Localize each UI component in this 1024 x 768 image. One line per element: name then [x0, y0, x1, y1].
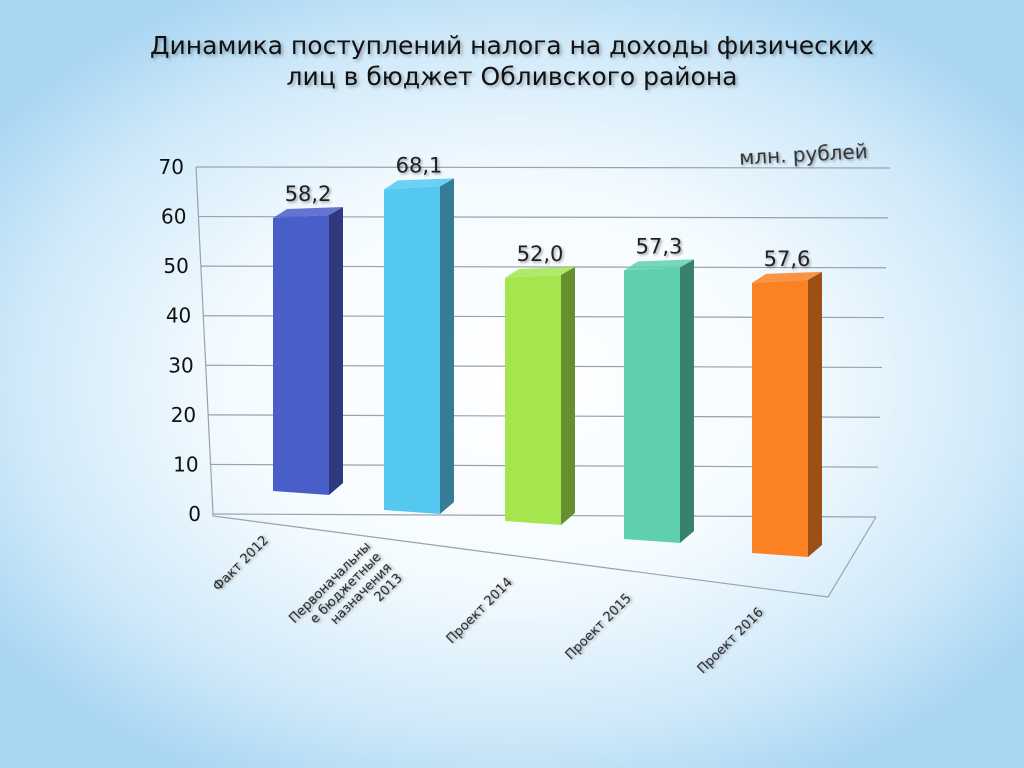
bar — [624, 259, 694, 543]
x-tick-label: Проект 2015 — [563, 591, 635, 663]
bars — [273, 178, 822, 557]
y-tick-label: 20 — [171, 403, 196, 427]
x-tick-label: Проект 2014 — [444, 575, 516, 647]
bar-side — [440, 178, 454, 514]
bar-front — [273, 215, 329, 495]
y-tick-label: 10 — [173, 452, 198, 476]
bar-front — [752, 279, 808, 557]
bar — [505, 266, 575, 525]
y-tick-label: 30 — [168, 353, 193, 377]
bar — [273, 207, 343, 495]
bar-side — [561, 266, 575, 525]
unit-label: млн. рублей — [739, 139, 869, 170]
y-tick-label: 60 — [161, 205, 186, 229]
y-tick-label: 0 — [188, 502, 201, 526]
x-tick-label: Факт 2012 — [211, 533, 272, 594]
bar-side — [808, 271, 822, 557]
bar-top — [273, 207, 343, 218]
bar-side — [329, 207, 343, 495]
data-label: 68,1 — [396, 153, 443, 177]
data-label: 52,0 — [517, 242, 564, 266]
data-labels: 58,2 68,1 52,0 57,3 57,6 — [285, 153, 811, 271]
chart-title: Динамика поступлений налога на доходы фи… — [150, 30, 874, 92]
x-tick-label-line: Проект 2014 — [444, 575, 516, 647]
title-line-2: лиц в бюджет Обливского района — [286, 62, 738, 91]
bar-side — [680, 259, 694, 543]
y-tick-label: 40 — [166, 304, 191, 328]
data-label: 57,3 — [636, 234, 683, 258]
x-tick-label-line: Проект 2015 — [563, 591, 635, 663]
bar-front — [624, 267, 680, 543]
data-label: 57,6 — [764, 247, 811, 271]
bar — [752, 271, 822, 557]
title-line-1: Динамика поступлений налога на доходы фи… — [150, 31, 874, 60]
bar-top — [505, 266, 575, 278]
axis-wall-edge — [195, 166, 214, 515]
x-tick-label-line: Факт 2012 — [211, 533, 272, 594]
bar-top — [752, 271, 822, 283]
y-tick-label: 70 — [159, 155, 184, 179]
bar-top — [624, 259, 694, 271]
bar-top — [384, 178, 454, 190]
data-label: 58,2 — [285, 182, 332, 206]
gridline — [195, 166, 891, 169]
x-tick-label-line: Проект 2016 — [695, 605, 767, 677]
x-tick-label: Проект 2016 — [695, 605, 767, 677]
bar-front — [505, 274, 561, 525]
y-axis: 0 10 20 30 40 50 60 70 — [159, 155, 877, 598]
y-tick-label: 50 — [163, 254, 188, 278]
floor-outline — [212, 514, 877, 598]
bar-front — [384, 186, 440, 514]
bar — [384, 178, 454, 514]
